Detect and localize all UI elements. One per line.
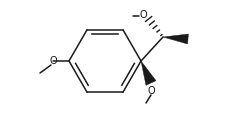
Text: O: O bbox=[139, 10, 147, 20]
Polygon shape bbox=[163, 34, 188, 44]
Text: O: O bbox=[147, 86, 155, 96]
Polygon shape bbox=[141, 61, 156, 85]
Text: O: O bbox=[49, 56, 57, 66]
